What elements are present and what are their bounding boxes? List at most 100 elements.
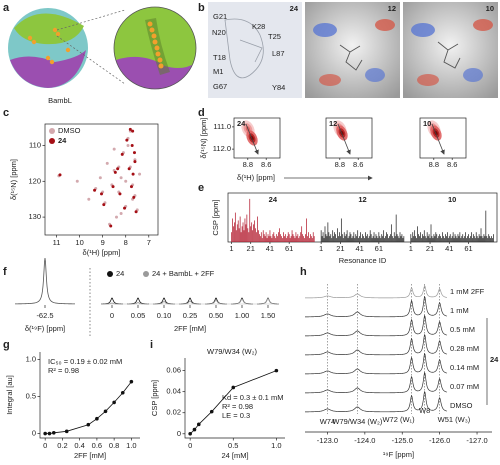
y-tick-label: 0 [32, 429, 36, 438]
spectrum [304, 372, 448, 394]
annotation: R² = 0.98 [222, 402, 253, 411]
reference-spectrum [15, 257, 75, 305]
data-point [112, 147, 116, 151]
bar [289, 238, 291, 242]
x-tick-label: 0 [110, 311, 114, 320]
spectrum [304, 353, 448, 375]
bar [481, 236, 483, 242]
surface-patch [319, 74, 341, 86]
x-tick-label: -62.5 [36, 311, 53, 320]
bar [399, 232, 401, 242]
bar [337, 228, 338, 242]
bar [234, 212, 236, 242]
peak [152, 297, 176, 305]
data-point [138, 172, 142, 176]
x-tick-label: 1 [229, 244, 233, 253]
bar [393, 232, 395, 242]
bar [472, 238, 473, 242]
bar [322, 232, 324, 242]
bar [350, 234, 352, 242]
x-tick-label: 41 [355, 244, 363, 253]
panel-label: b [198, 2, 205, 14]
bar [326, 236, 328, 242]
bar [365, 232, 366, 242]
y-tick-label: 1.0 [26, 354, 36, 363]
data-point [119, 212, 123, 216]
x-tick-label: 0.5 [228, 441, 238, 450]
bar [321, 236, 323, 242]
y-axis-label: δ(¹⁵N) [ppm] [199, 117, 208, 158]
bar [237, 220, 239, 242]
legend-label: 24 [58, 136, 67, 145]
data-point [128, 127, 132, 131]
bar [285, 238, 287, 242]
bar [386, 232, 387, 242]
bar [377, 238, 379, 242]
bar [492, 238, 493, 242]
bar [365, 236, 367, 242]
bar [457, 234, 459, 242]
bar [446, 236, 447, 242]
bar [354, 238, 356, 242]
chart-title: W79/W34 (W₂) [207, 347, 257, 356]
peak [178, 300, 202, 305]
trace-label: DMSO [450, 401, 473, 410]
bar [395, 214, 397, 242]
bar [308, 232, 309, 242]
spectrum [305, 285, 448, 299]
bar [307, 236, 308, 242]
bar [468, 234, 469, 242]
bar [452, 232, 454, 242]
bar [353, 232, 355, 242]
y-axis-label: CSP [ppm] [211, 199, 220, 235]
peak [230, 298, 254, 305]
legend-marker [107, 271, 113, 277]
spectrum [304, 315, 448, 337]
bar [391, 236, 393, 242]
bar [431, 236, 433, 242]
bar [388, 238, 389, 242]
bar [367, 238, 369, 242]
bar [486, 236, 488, 242]
bar [390, 224, 392, 242]
data-point [64, 429, 69, 434]
legend-marker [49, 128, 55, 134]
bar [259, 236, 261, 242]
bar [472, 234, 474, 242]
bar [390, 234, 391, 242]
bar [437, 238, 439, 242]
x-axis-label: δ(¹H) [ppm] [83, 248, 121, 257]
data-point [129, 379, 134, 384]
bar [446, 232, 448, 242]
legend-label: DMSO [58, 126, 81, 135]
data-point [131, 129, 135, 133]
bar [474, 238, 476, 242]
bar [252, 230, 253, 242]
bar [281, 236, 282, 242]
data-point [133, 160, 137, 164]
bar [334, 232, 335, 242]
legend-marker [49, 138, 55, 144]
data-point [109, 224, 113, 228]
bar [433, 234, 435, 242]
bar [264, 236, 266, 242]
x-tick-label: 0.2 [57, 441, 67, 450]
bar [295, 232, 297, 242]
trace-label: 0.14 mM [450, 363, 479, 372]
docking-view [208, 2, 302, 98]
bar [234, 222, 235, 242]
bar [287, 232, 289, 242]
group-label: 24 [490, 355, 499, 364]
bar [294, 238, 296, 242]
bar [254, 220, 255, 242]
bar [469, 238, 470, 242]
bar [299, 236, 301, 242]
peak [204, 299, 228, 305]
bar [242, 222, 244, 242]
bar [420, 232, 421, 242]
data-point [43, 431, 47, 436]
bar [349, 232, 351, 242]
bar [461, 236, 463, 242]
bar [400, 236, 402, 242]
